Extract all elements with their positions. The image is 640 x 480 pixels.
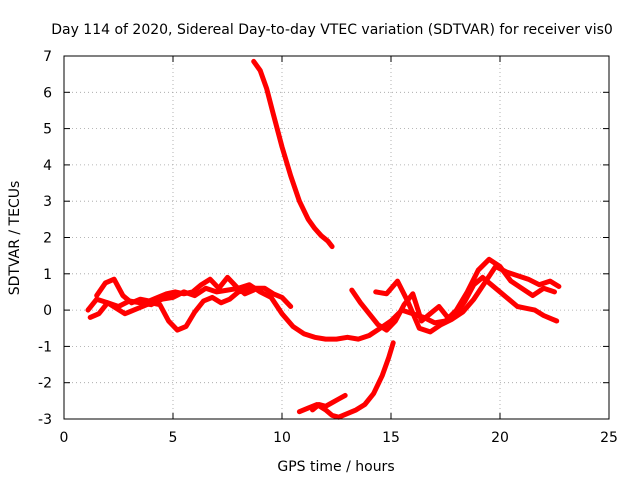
y-tick-label: 3 — [43, 194, 52, 210]
series-layer — [85, 58, 562, 420]
x-tick-label: 10 — [273, 430, 291, 446]
series-track-d — [94, 274, 257, 306]
tick-layer: 0 5 10 15 20 25 -3 -2 -1 0 1 2 3 4 5 6 7 — [38, 49, 618, 446]
y-tick-label: 2 — [43, 231, 52, 247]
x-tick-label: 25 — [600, 430, 618, 446]
y-tick-label: 1 — [43, 267, 52, 283]
x-axis-label: GPS time / hours — [277, 459, 394, 475]
series-track-c — [87, 285, 294, 333]
y-tick-label: 6 — [43, 85, 52, 101]
y-tick-label: 5 — [43, 122, 52, 138]
series-track-h — [310, 392, 348, 413]
x-tick-label: 20 — [491, 430, 509, 446]
series-track-e — [349, 274, 560, 333]
y-axis-label: SDTVAR / TECUs — [7, 181, 23, 296]
y-tick-label: 7 — [43, 49, 52, 65]
y-tick-label: -1 — [38, 339, 52, 355]
series-track-b — [85, 256, 557, 342]
y-tick-label: -2 — [38, 376, 52, 392]
x-tick-label: 15 — [382, 430, 400, 446]
y-tick-label: 0 — [43, 303, 52, 319]
y-tick-label: -3 — [38, 412, 52, 428]
x-tick-label: 0 — [60, 430, 69, 446]
series-track-a — [251, 58, 335, 250]
chart-title: Day 114 of 2020, Sidereal Day-to-day VTE… — [51, 22, 613, 38]
series-track-f — [373, 264, 562, 335]
grid-layer — [64, 56, 609, 419]
y-tick-label: 4 — [43, 158, 52, 174]
x-tick-label: 5 — [169, 430, 178, 446]
